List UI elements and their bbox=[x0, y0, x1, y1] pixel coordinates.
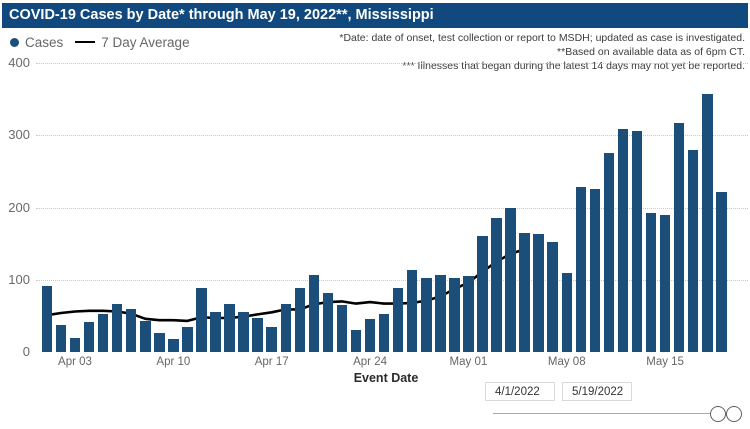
x-tick-label: Apr 17 bbox=[254, 356, 289, 368]
case-bar-apr-11[interactable] bbox=[182, 326, 193, 352]
case-bar-apr-17[interactable] bbox=[266, 326, 277, 352]
case-bar-may-4[interactable] bbox=[505, 207, 516, 352]
y-tick-label: 0 bbox=[22, 344, 30, 359]
average-legend-line-icon bbox=[75, 41, 96, 43]
case-bar-apr-29[interactable] bbox=[435, 274, 446, 352]
cases-legend-dot-icon bbox=[10, 37, 19, 47]
case-bar-may-7[interactable] bbox=[547, 242, 558, 352]
date-slider-track[interactable] bbox=[493, 413, 713, 414]
case-bar-apr-7[interactable] bbox=[125, 308, 137, 352]
start-date-input[interactable]: 4/1/2022 bbox=[485, 382, 555, 401]
case-bar-apr-15[interactable] bbox=[238, 311, 249, 352]
case-bar-may-17[interactable] bbox=[687, 150, 699, 352]
case-bar-may-3[interactable] bbox=[491, 218, 502, 352]
case-bar-may-9[interactable] bbox=[575, 186, 587, 352]
case-bar-apr-4[interactable] bbox=[83, 321, 95, 352]
case-bar-apr-22[interactable] bbox=[336, 305, 348, 352]
footnote-date-definition: *Date: date of onset, test collection or… bbox=[339, 32, 745, 44]
end-date-input[interactable]: 5/19/2022 bbox=[562, 382, 632, 401]
case-bar-apr-20[interactable] bbox=[308, 274, 320, 352]
case-bar-may-8[interactable] bbox=[561, 272, 572, 352]
case-bar-may-19[interactable] bbox=[716, 191, 727, 352]
date-slider-handle-start[interactable] bbox=[710, 406, 726, 422]
gridline bbox=[36, 63, 748, 64]
x-tick-label: Apr 03 bbox=[58, 356, 92, 368]
case-bar-may-15[interactable] bbox=[659, 214, 671, 352]
page-title: COVID-19 Cases by Date* through May 19, … bbox=[2, 3, 748, 28]
x-tick-label: May 08 bbox=[547, 356, 586, 368]
gridline bbox=[36, 279, 748, 281]
case-bar-apr-16[interactable] bbox=[252, 318, 263, 352]
case-bar-apr-5[interactable] bbox=[97, 314, 109, 352]
x-tick-label: Apr 10 bbox=[156, 356, 191, 368]
date-slider-handle-end[interactable] bbox=[726, 406, 742, 422]
case-bar-apr-27[interactable] bbox=[406, 270, 418, 352]
case-bar-may-14[interactable] bbox=[645, 213, 657, 352]
case-bar-apr-6[interactable] bbox=[111, 304, 123, 352]
case-bar-apr-2[interactable] bbox=[55, 324, 67, 352]
case-bar-may-18[interactable] bbox=[702, 94, 713, 352]
y-tick-label: 100 bbox=[8, 271, 30, 287]
legend-cases-label: Cases bbox=[25, 34, 64, 50]
case-bar-apr-12[interactable] bbox=[196, 288, 207, 352]
case-bar-apr-9[interactable] bbox=[154, 333, 165, 352]
case-bar-may-1[interactable] bbox=[463, 276, 474, 352]
case-bar-apr-1[interactable] bbox=[41, 285, 53, 352]
case-bar-apr-28[interactable] bbox=[421, 277, 432, 352]
footnote-data-as-of: **Based on available data as of 6pm CT. bbox=[557, 46, 745, 58]
x-axis-title: Event Date bbox=[353, 371, 419, 385]
case-bar-apr-3[interactable] bbox=[69, 338, 81, 352]
case-bar-may-2[interactable] bbox=[477, 236, 488, 352]
case-bar-apr-26[interactable] bbox=[392, 288, 404, 352]
y-tick-label: 400 bbox=[8, 55, 30, 70]
legend: Cases 7 Day Average bbox=[10, 33, 190, 51]
case-bar-apr-30[interactable] bbox=[449, 277, 460, 352]
y-tick-label: 200 bbox=[8, 199, 30, 215]
case-bar-apr-23[interactable] bbox=[350, 330, 362, 352]
case-bar-may-5[interactable] bbox=[519, 232, 530, 352]
gridline bbox=[36, 207, 748, 209]
y-tick-label: 300 bbox=[8, 127, 30, 143]
case-bar-apr-14[interactable] bbox=[224, 304, 235, 352]
case-bar-apr-21[interactable] bbox=[322, 293, 334, 352]
case-bar-may-13[interactable] bbox=[631, 130, 643, 352]
x-tick-label: Apr 24 bbox=[353, 356, 387, 368]
plot-area bbox=[36, 63, 748, 352]
case-bar-may-6[interactable] bbox=[533, 234, 544, 352]
case-bar-apr-24[interactable] bbox=[364, 318, 376, 352]
case-bar-apr-18[interactable] bbox=[280, 304, 291, 352]
case-bar-apr-19[interactable] bbox=[294, 288, 306, 352]
x-tick-label: May 15 bbox=[646, 356, 684, 368]
case-bar-apr-13[interactable] bbox=[210, 312, 221, 352]
gridline bbox=[36, 135, 748, 137]
x-tick-label: May 01 bbox=[449, 356, 488, 368]
case-bar-apr-25[interactable] bbox=[378, 314, 390, 352]
legend-average-label: 7 Day Average bbox=[101, 34, 190, 50]
case-bar-apr-8[interactable] bbox=[140, 320, 151, 352]
case-bar-may-16[interactable] bbox=[673, 122, 685, 352]
case-bar-may-12[interactable] bbox=[617, 129, 629, 352]
case-bar-apr-10[interactable] bbox=[168, 339, 179, 352]
case-bar-may-11[interactable] bbox=[603, 152, 615, 352]
case-bar-may-10[interactable] bbox=[589, 189, 601, 352]
